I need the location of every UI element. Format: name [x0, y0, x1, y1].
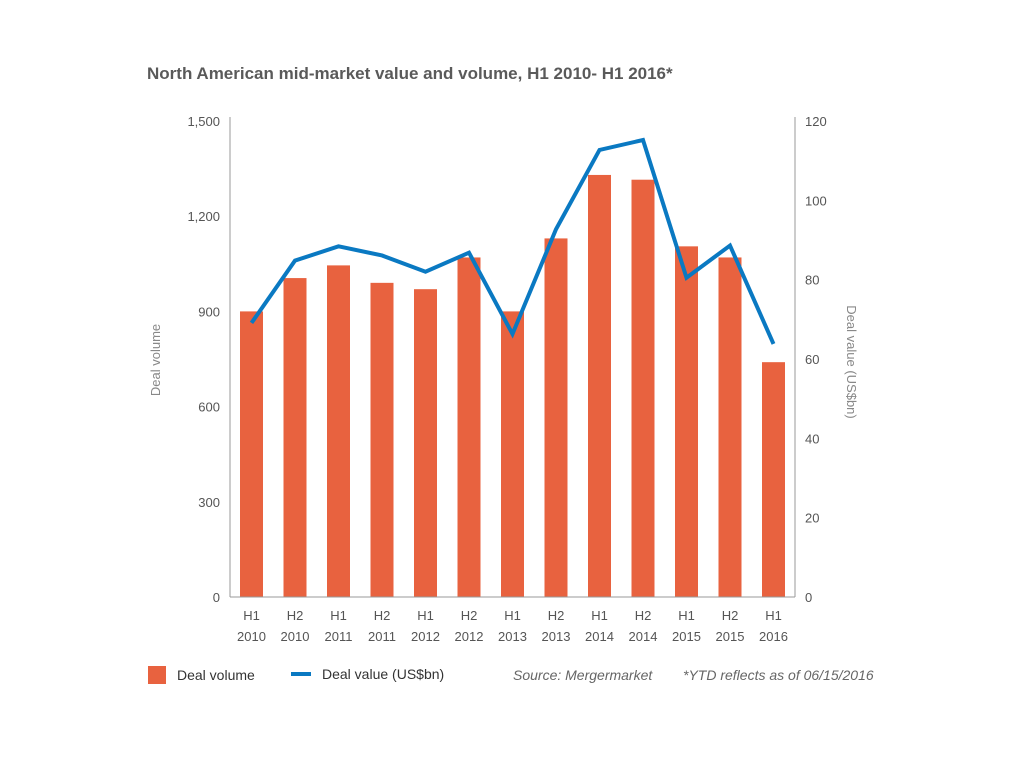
y-tick-left-label: 0 — [213, 590, 220, 605]
x-tick-label-half: H1 — [243, 608, 260, 623]
footnote: *YTD reflects as of 06/15/2016 — [683, 667, 874, 683]
y-axis-right-label: Deal value (US$bn) — [844, 305, 859, 418]
y-tick-left-label: 1,200 — [187, 209, 220, 224]
legend-item-deal-volume: Deal volume — [148, 666, 255, 684]
x-tick-label-half: H1 — [417, 608, 434, 623]
y-tick-right-label: 40 — [805, 431, 819, 446]
bar-deal-volume — [675, 246, 698, 597]
legend-label: Deal volume — [177, 667, 255, 683]
x-tick-label-year: 2012 — [411, 629, 440, 644]
x-tick-label-year: 2015 — [672, 629, 701, 644]
bar-deal-volume — [501, 311, 524, 597]
source-note: Source: Mergermarket — [513, 667, 653, 683]
x-tick-label-year: 2011 — [325, 629, 353, 644]
x-tick-label-year: 2010 — [281, 629, 310, 644]
x-tick-label-half: H1 — [678, 608, 695, 623]
bar-deal-volume — [457, 257, 481, 597]
y-tick-left-label: 900 — [198, 304, 220, 319]
x-tick-label-year: 2016 — [759, 629, 788, 644]
y-tick-right-label: 60 — [805, 352, 819, 367]
x-tick-label-half: H2 — [461, 608, 478, 623]
y-tick-left-label: 300 — [198, 495, 220, 510]
x-tick-label-half: H2 — [287, 608, 304, 623]
x-tick-label-half: H1 — [591, 608, 608, 623]
x-tick-label-year: 2014 — [629, 629, 658, 644]
y-tick-left-label: 600 — [198, 400, 220, 415]
chart-title: North American mid-market value and volu… — [147, 64, 673, 83]
y-tick-right-label: 80 — [805, 273, 819, 288]
bar-deal-volume — [283, 278, 307, 597]
bar-deal-volume — [240, 311, 263, 597]
x-tick-label-year: 2015 — [716, 629, 745, 644]
bar-deal-volume — [631, 179, 655, 597]
x-tick-label-half: H2 — [548, 608, 565, 623]
y-tick-right-label: 0 — [805, 590, 812, 605]
x-tick-label-half: H1 — [504, 608, 521, 623]
y-axis-left-label: Deal volume — [148, 324, 163, 396]
x-tick-label-half: H2 — [635, 608, 652, 623]
x-tick-label-half: H2 — [374, 608, 391, 623]
x-tick-label-half: H2 — [722, 608, 739, 623]
line-deal-value — [249, 137, 776, 345]
x-tick-label-half: H1 — [330, 608, 347, 623]
bar-deal-volume — [762, 362, 785, 597]
legend-item-deal-value: Deal value (US$bn) — [291, 666, 444, 682]
legend-swatch-bar — [148, 666, 166, 684]
x-tick-label-year: 2013 — [498, 629, 527, 644]
y-tick-left-label: 1,500 — [187, 114, 220, 129]
y-tick-right-label: 20 — [805, 511, 819, 526]
x-tick-label-year: 2011 — [368, 629, 396, 644]
x-tick-label-year: 2014 — [585, 629, 614, 644]
y-tick-right-label: 100 — [805, 193, 827, 208]
legend-swatch-line — [291, 672, 311, 676]
bar-deal-volume — [370, 282, 394, 597]
bar-deal-volume — [544, 238, 568, 597]
bar-deal-volume — [718, 257, 742, 597]
x-tick-label-half: H1 — [765, 608, 782, 623]
x-tick-label-year: 2010 — [237, 629, 266, 644]
bar-deal-volume — [588, 174, 611, 598]
bar-deal-volume — [414, 289, 437, 597]
bar-deal-volume — [327, 265, 350, 597]
legend-label: Deal value (US$bn) — [322, 666, 445, 682]
x-tick-label-year: 2013 — [542, 629, 571, 644]
x-tick-label-year: 2012 — [455, 629, 484, 644]
y-tick-right-label: 120 — [805, 114, 827, 129]
